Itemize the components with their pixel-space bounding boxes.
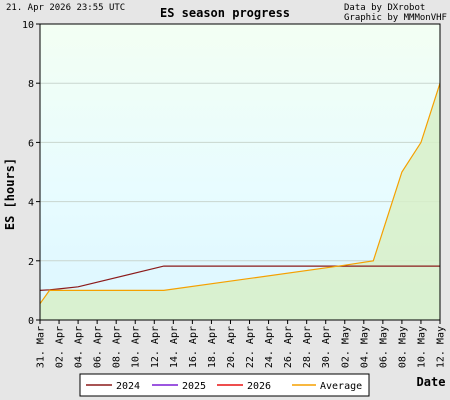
x-axis: 31. Mar 02. Apr 04. Apr 06. Apr 08. Apr 10. A… xyxy=(36,320,447,368)
plot-frame xyxy=(39,23,441,321)
graphic-credit: Graphic by MMMonVHF xyxy=(344,13,447,23)
x-tick-label: 12. May xyxy=(436,326,447,368)
y-tick-label: 0 xyxy=(28,316,34,327)
series-fill-average xyxy=(40,83,440,320)
x-tick-label: 02. Apr xyxy=(55,326,66,368)
x-tick-label: 10. Apr xyxy=(131,326,142,368)
legend: 2024 2025 2026 Average xyxy=(79,373,370,397)
data-credit: Data by DXrobot xyxy=(344,3,426,13)
x-tick-label: 24. Apr xyxy=(264,326,275,368)
x-tick-label: 14. Apr xyxy=(169,326,180,368)
y-tick-label: 8 xyxy=(28,79,34,90)
x-tick-label: 28. Apr xyxy=(302,326,313,368)
x-tick-label: 20. Apr xyxy=(226,326,237,368)
x-tick-label: 26. Apr xyxy=(283,326,294,368)
x-tick-label: 18. Apr xyxy=(207,326,218,368)
x-tick-label: 22. Apr xyxy=(245,326,256,368)
chart-title: ES season progress xyxy=(159,6,291,20)
y-tick-label: 4 xyxy=(28,198,34,209)
y-axis: 0 2 4 6 8 10 xyxy=(22,20,40,327)
timestamp: 21. Apr 2026 23:55 UTC xyxy=(6,3,126,13)
legend-label-2025: 2025 xyxy=(182,381,206,392)
x-tick-label: 04. May xyxy=(359,326,370,368)
x-tick-label: 31. Mar xyxy=(36,326,47,368)
x-tick-label: 08. Apr xyxy=(112,326,123,368)
x-tick-label: 12. Apr xyxy=(150,326,161,368)
x-tick-label: 08. May xyxy=(397,326,408,368)
legend-label-2026: 2026 xyxy=(247,381,271,392)
series-lines xyxy=(39,83,441,305)
y-tick-label: 6 xyxy=(28,138,34,149)
series-line-average xyxy=(39,83,441,305)
series-fills xyxy=(40,83,440,320)
y-tick-label: 10 xyxy=(22,20,34,31)
legend-label-average: Average xyxy=(320,381,362,392)
x-axis-title: Date xyxy=(417,375,446,389)
x-tick-label: 02. May xyxy=(340,326,351,368)
y-axis-title: ES [hours] xyxy=(3,158,17,230)
x-tick-label: 06. Apr xyxy=(93,326,104,368)
legend-label-2024: 2024 xyxy=(116,381,140,392)
x-tick-label: 16. Apr xyxy=(188,326,199,368)
x-tick-label: 30. Apr xyxy=(321,326,332,368)
y-tick-label: 2 xyxy=(28,257,34,268)
x-tick-label: 04. Apr xyxy=(74,326,85,368)
series-line-2024 xyxy=(39,265,440,291)
x-tick-label: 10. May xyxy=(416,326,427,368)
x-tick-label: 06. May xyxy=(378,326,389,368)
